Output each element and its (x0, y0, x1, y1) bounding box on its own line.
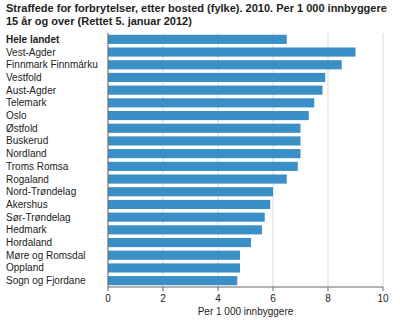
bar (108, 149, 301, 158)
x-axis-label: Per 1 000 innbyggere (198, 306, 294, 317)
category-label: Hordaland (6, 237, 52, 248)
bar (108, 86, 323, 95)
y-axis-line (108, 33, 109, 287)
category-label: Møre og Romsdal (6, 250, 85, 261)
category-label: Nord-Trøndelag (6, 186, 76, 197)
category-label: Aust-Agder (6, 85, 57, 96)
bar (108, 187, 273, 196)
chart: 0 2 4 6 8 10 Hele landet Vest-AgderFinnmark Fin… (0, 0, 400, 320)
bar (108, 124, 301, 133)
tick-mark (108, 287, 109, 291)
tick-label: 4 (215, 293, 221, 304)
category-label: Sør-Trøndelag (6, 212, 71, 223)
tick-mark (383, 287, 384, 291)
tick-mark (273, 287, 274, 291)
bar (108, 98, 314, 107)
category-label: Oppland (6, 262, 44, 273)
tick-mark (163, 287, 164, 291)
tick-label: 8 (325, 293, 331, 304)
tick-label: 10 (377, 293, 389, 304)
category-label: Buskerud (6, 135, 48, 146)
bar (108, 73, 325, 82)
category-label: Hele landet (6, 34, 60, 45)
title: Straffede for forbrytelser, etter bosted… (6, 2, 394, 28)
bar (108, 111, 309, 120)
tick-label: 6 (270, 293, 276, 304)
bar (108, 174, 287, 183)
grid-line (218, 33, 219, 287)
bars (108, 35, 356, 285)
category-label: Østfold (6, 123, 38, 134)
category-label: Hedmark (6, 224, 48, 235)
category-label: Nordland (6, 148, 47, 159)
grid-line (273, 33, 274, 287)
category-label: Sogn og Fjordane (6, 275, 86, 286)
category-label: Rogaland (6, 174, 49, 185)
category-label: Telemark (6, 97, 48, 108)
category-label: Vestfold (6, 72, 42, 83)
bar (108, 238, 251, 247)
grid-line (163, 33, 164, 287)
bar (108, 263, 240, 272)
grid-line (108, 33, 109, 287)
grid-line (383, 33, 384, 287)
category-label: Akershus (6, 199, 48, 210)
category-label: Finnmark Finnmárku (6, 59, 98, 70)
bar (108, 136, 301, 145)
bar (108, 162, 298, 171)
bar (108, 213, 265, 222)
bar (108, 251, 240, 260)
bar (108, 276, 237, 285)
tick-label: 0 (105, 293, 111, 304)
bar (108, 225, 262, 234)
category-label: Vest-Agder (6, 47, 56, 58)
grid-line (328, 33, 329, 287)
bar (108, 60, 342, 69)
category-label: Troms Romsa (6, 161, 69, 172)
bar (108, 47, 356, 56)
bar (108, 200, 270, 209)
bar (108, 35, 287, 44)
category-label: Oslo (6, 110, 27, 121)
tick-mark (218, 287, 219, 291)
x-axis-line (108, 287, 383, 288)
tick-label: 2 (160, 293, 166, 304)
tick-mark (328, 287, 329, 291)
